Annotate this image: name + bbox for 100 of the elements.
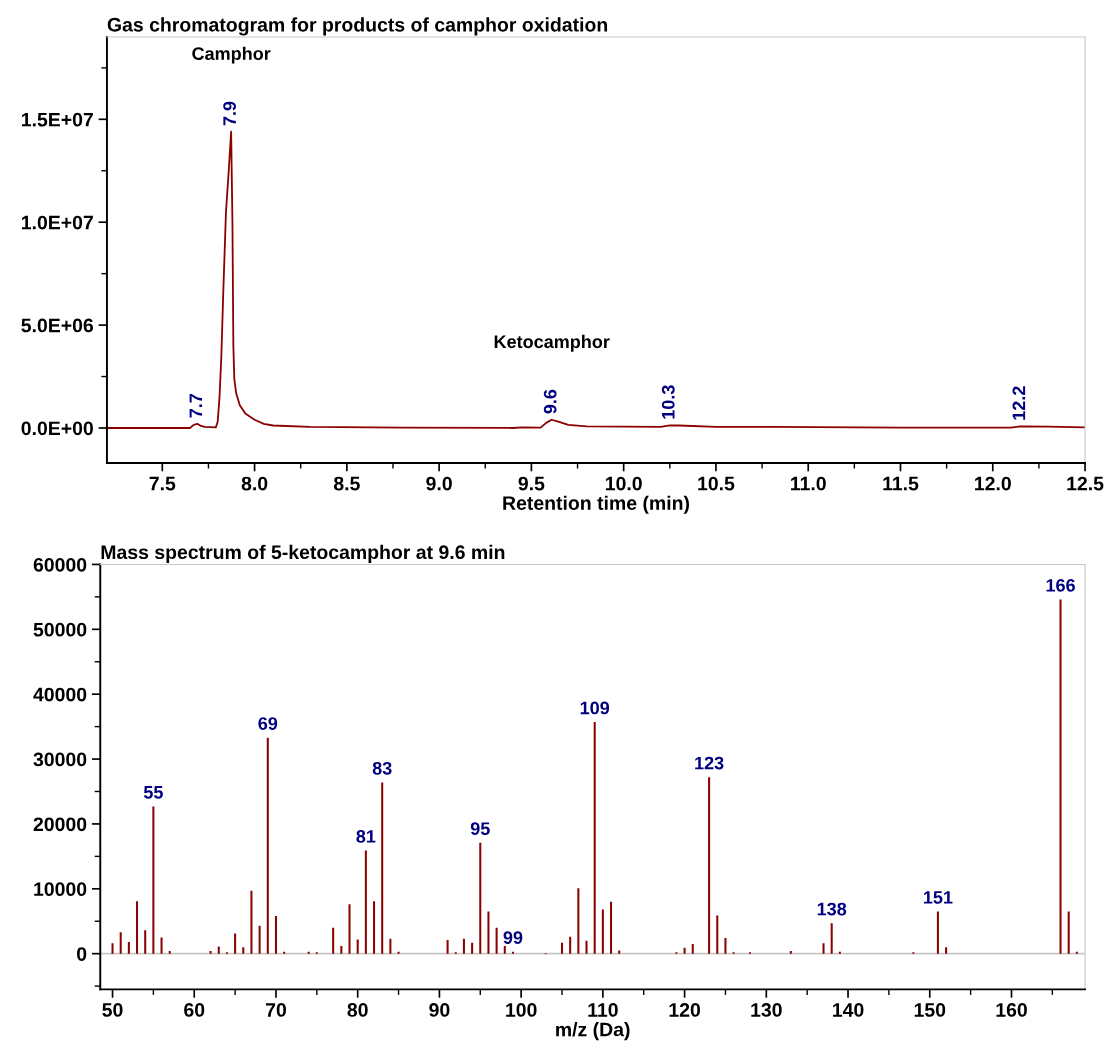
bar [258, 925, 261, 954]
line-series [106, 130, 1086, 429]
x-axis-title: Retention time (min) [503, 495, 690, 514]
bar [724, 938, 727, 954]
bar [136, 901, 139, 954]
annotation: 83 [372, 761, 392, 775]
bar [242, 947, 245, 954]
x-tick-label: 8.5 [333, 476, 360, 491]
bar [487, 911, 490, 954]
x-tick-label: 10.0 [605, 476, 642, 491]
x-tick-label: 11.0 [791, 476, 826, 491]
bar [585, 940, 588, 954]
y-tick-label: 1.0E+07 [21, 215, 93, 230]
bar [593, 722, 596, 954]
annotation: 7.7 [189, 394, 203, 418]
x-tick-label: 130 [751, 1003, 782, 1017]
bar [708, 777, 711, 954]
bar [373, 901, 376, 954]
bar [830, 923, 833, 954]
annotation: 166 [1046, 578, 1075, 592]
x-tick-label: 9.5 [518, 476, 545, 491]
chart-title: Gas chromatogram for products of camphor oxidation [107, 17, 608, 36]
bar [127, 942, 130, 954]
annotation: 99 [503, 931, 523, 944]
x-tick-label: 150 [914, 1003, 946, 1017]
y-tick-label: 60000 [33, 557, 87, 572]
annotation: 109 [580, 701, 610, 715]
bar [209, 951, 212, 954]
annotation: 69 [258, 717, 278, 730]
x-tick-label: 11.5 [883, 476, 919, 491]
bar [152, 806, 155, 954]
bar [503, 945, 506, 954]
bar [144, 930, 147, 954]
x-tick-label: 110 [588, 1003, 618, 1017]
bar [618, 950, 621, 954]
bar [569, 936, 572, 954]
bar [389, 938, 392, 954]
bar [356, 939, 359, 954]
bar [716, 915, 719, 954]
bar [560, 942, 564, 954]
annotation: 12.2 [1012, 386, 1026, 420]
y-tick-label: 0 [77, 947, 87, 961]
chart-title: Mass spectrum of 5-ketocamphor at 9.6 min [101, 544, 505, 563]
x-tick-label: 90 [429, 1003, 450, 1017]
annotation: Ketocamphor [494, 334, 610, 352]
y-tick-label: 10000 [34, 882, 87, 897]
bar [462, 938, 465, 954]
bar [250, 890, 253, 954]
y-tick-label: 0.0E+00 [21, 421, 93, 436]
bar [945, 947, 948, 954]
bar [479, 842, 482, 954]
bar [601, 909, 604, 954]
x-tick-label: 7.5 [149, 476, 176, 491]
bar [168, 951, 171, 954]
bar [683, 947, 686, 954]
annotation: 7.9 [223, 101, 236, 126]
bar [332, 927, 335, 954]
bar [364, 850, 367, 954]
bar [234, 933, 237, 954]
annotation: Camphor [192, 46, 271, 64]
bar [495, 927, 498, 954]
annotation: 138 [817, 902, 847, 916]
bar [111, 943, 114, 954]
annotation: 9.6 [543, 389, 557, 414]
bar [822, 943, 825, 954]
bar [610, 901, 613, 954]
x-tick-label: 9.0 [426, 476, 452, 491]
annotation: 151 [924, 891, 953, 904]
x-tick-label: 8.0 [241, 476, 268, 491]
annotation: 55 [143, 786, 163, 799]
annotation: 123 [695, 756, 724, 770]
y-tick-label: 20000 [33, 817, 87, 832]
x-tick-label: 120 [669, 1003, 701, 1017]
y-tick-label: 30000 [33, 752, 87, 767]
bar [789, 951, 792, 954]
annotation: 10.3 [661, 385, 675, 419]
bar [119, 932, 122, 954]
x-tick-label: 160 [996, 1003, 1027, 1017]
bar [471, 942, 474, 954]
y-tick-label: 40000 [33, 687, 87, 702]
x-tick-label: 140 [833, 1003, 864, 1017]
bar [160, 937, 163, 954]
bar [217, 946, 220, 954]
annotation: 81 [356, 830, 376, 843]
bar [274, 916, 277, 954]
bar [348, 904, 351, 954]
bar [691, 943, 694, 954]
bar [446, 940, 449, 954]
y-tick-label: 5.0E+06 [21, 318, 94, 333]
x-tick-label: 12.5 [1067, 476, 1104, 491]
bar [1059, 599, 1062, 954]
x-tick-label: 80 [347, 1003, 368, 1017]
x-tick-label: 12.0 [975, 476, 1011, 491]
bar [1067, 911, 1070, 954]
bar [381, 782, 384, 954]
y-tick-label: 1.5E+07 [21, 112, 93, 127]
x-tick-label: 70 [265, 1003, 286, 1017]
bar [340, 945, 343, 954]
y-tick-label: 50000 [33, 622, 87, 637]
x-tick-label: 50 [102, 1003, 123, 1017]
